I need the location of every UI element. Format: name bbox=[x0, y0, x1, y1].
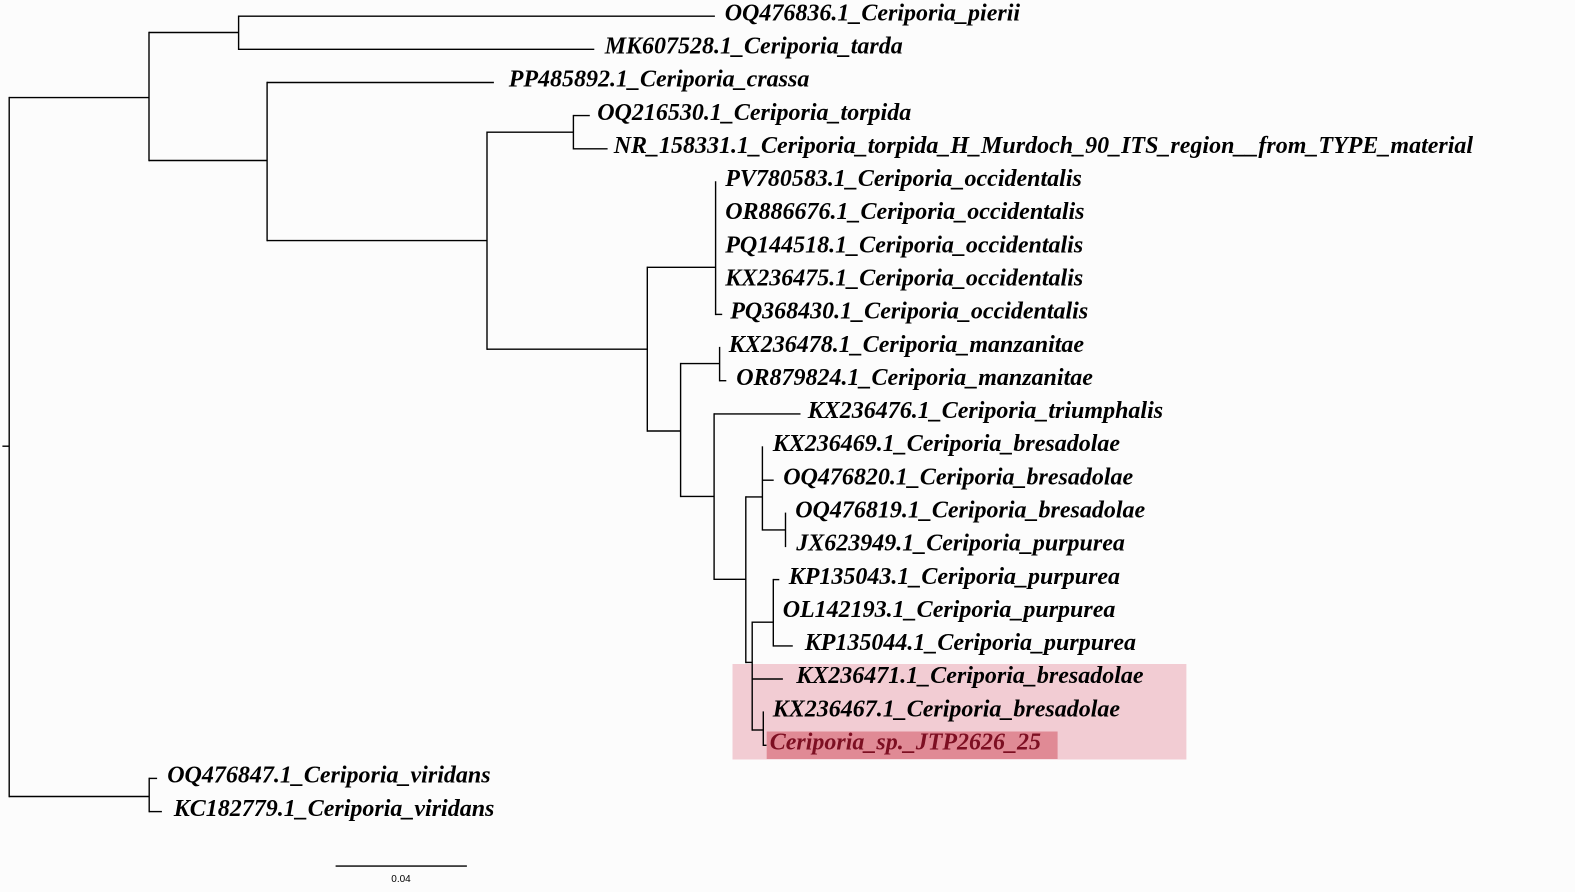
svg-text:0.04: 0.04 bbox=[391, 874, 411, 885]
svg-text:KX236475.1_Ceriporia_occidenta: KX236475.1_Ceriporia_occidentalis bbox=[724, 266, 1083, 292]
svg-text:KP135044.1_Ceriporia_purpurea: KP135044.1_Ceriporia_purpurea bbox=[804, 630, 1136, 656]
svg-text:OQ476819.1_Ceriporia_bresadola: OQ476819.1_Ceriporia_bresadolae bbox=[795, 498, 1145, 524]
svg-text:JX623949.1_Ceriporia_purpurea: JX623949.1_Ceriporia_purpurea bbox=[795, 531, 1125, 557]
svg-text:NR_158331.1_Ceriporia_torpida_: NR_158331.1_Ceriporia_torpida_H_Murdoch_… bbox=[613, 133, 1474, 159]
svg-text:KX236471.1_Ceriporia_bresadola: KX236471.1_Ceriporia_bresadolae bbox=[795, 663, 1144, 689]
svg-text:OQ216530.1_Ceriporia_torpida: OQ216530.1_Ceriporia_torpida bbox=[597, 100, 911, 126]
svg-text:OQ476820.1_Ceriporia_bresadola: OQ476820.1_Ceriporia_bresadolae bbox=[783, 464, 1133, 490]
svg-text:PV780583.1_Ceriporia_occidenta: PV780583.1_Ceriporia_occidentalis bbox=[724, 166, 1082, 192]
svg-text:KX236467.1_Ceriporia_bresadola: KX236467.1_Ceriporia_bresadolae bbox=[772, 696, 1121, 722]
svg-text:PP485892.1_Ceriporia_crassa: PP485892.1_Ceriporia_crassa bbox=[508, 67, 810, 93]
svg-text:KC182779.1_Ceriporia_viridans: KC182779.1_Ceriporia_viridans bbox=[173, 796, 495, 822]
svg-text:PQ368430.1_Ceriporia_occidenta: PQ368430.1_Ceriporia_occidentalis bbox=[729, 299, 1088, 325]
svg-text:OR879824.1_Ceriporia_manzanita: OR879824.1_Ceriporia_manzanitae bbox=[736, 365, 1093, 391]
svg-text:PQ144518.1_Ceriporia_occidenta: PQ144518.1_Ceriporia_occidentalis bbox=[724, 232, 1083, 258]
svg-text:OQ476847.1_Ceriporia_viridans: OQ476847.1_Ceriporia_viridans bbox=[167, 763, 490, 789]
svg-text:Ceriporia_sp._JTP2626_25: Ceriporia_sp._JTP2626_25 bbox=[770, 730, 1041, 756]
svg-text:KP135043.1_Ceriporia_purpurea: KP135043.1_Ceriporia_purpurea bbox=[788, 564, 1120, 590]
svg-text:KX236476.1_Ceriporia_triumphal: KX236476.1_Ceriporia_triumphalis bbox=[807, 398, 1163, 424]
svg-text:KX236478.1_Ceriporia_manzanita: KX236478.1_Ceriporia_manzanitae bbox=[728, 332, 1085, 358]
svg-text:KX236469.1_Ceriporia_bresadola: KX236469.1_Ceriporia_bresadolae bbox=[772, 431, 1121, 457]
svg-text:OR886676.1_Ceriporia_occidenta: OR886676.1_Ceriporia_occidentalis bbox=[725, 199, 1084, 225]
svg-text:OQ476836.1_Ceriporia_pierii: OQ476836.1_Ceriporia_pierii bbox=[725, 0, 1021, 26]
svg-text:OL142193.1_Ceriporia_purpurea: OL142193.1_Ceriporia_purpurea bbox=[783, 597, 1116, 623]
svg-text:MK607528.1_Ceriporia_tarda: MK607528.1_Ceriporia_tarda bbox=[604, 34, 903, 60]
